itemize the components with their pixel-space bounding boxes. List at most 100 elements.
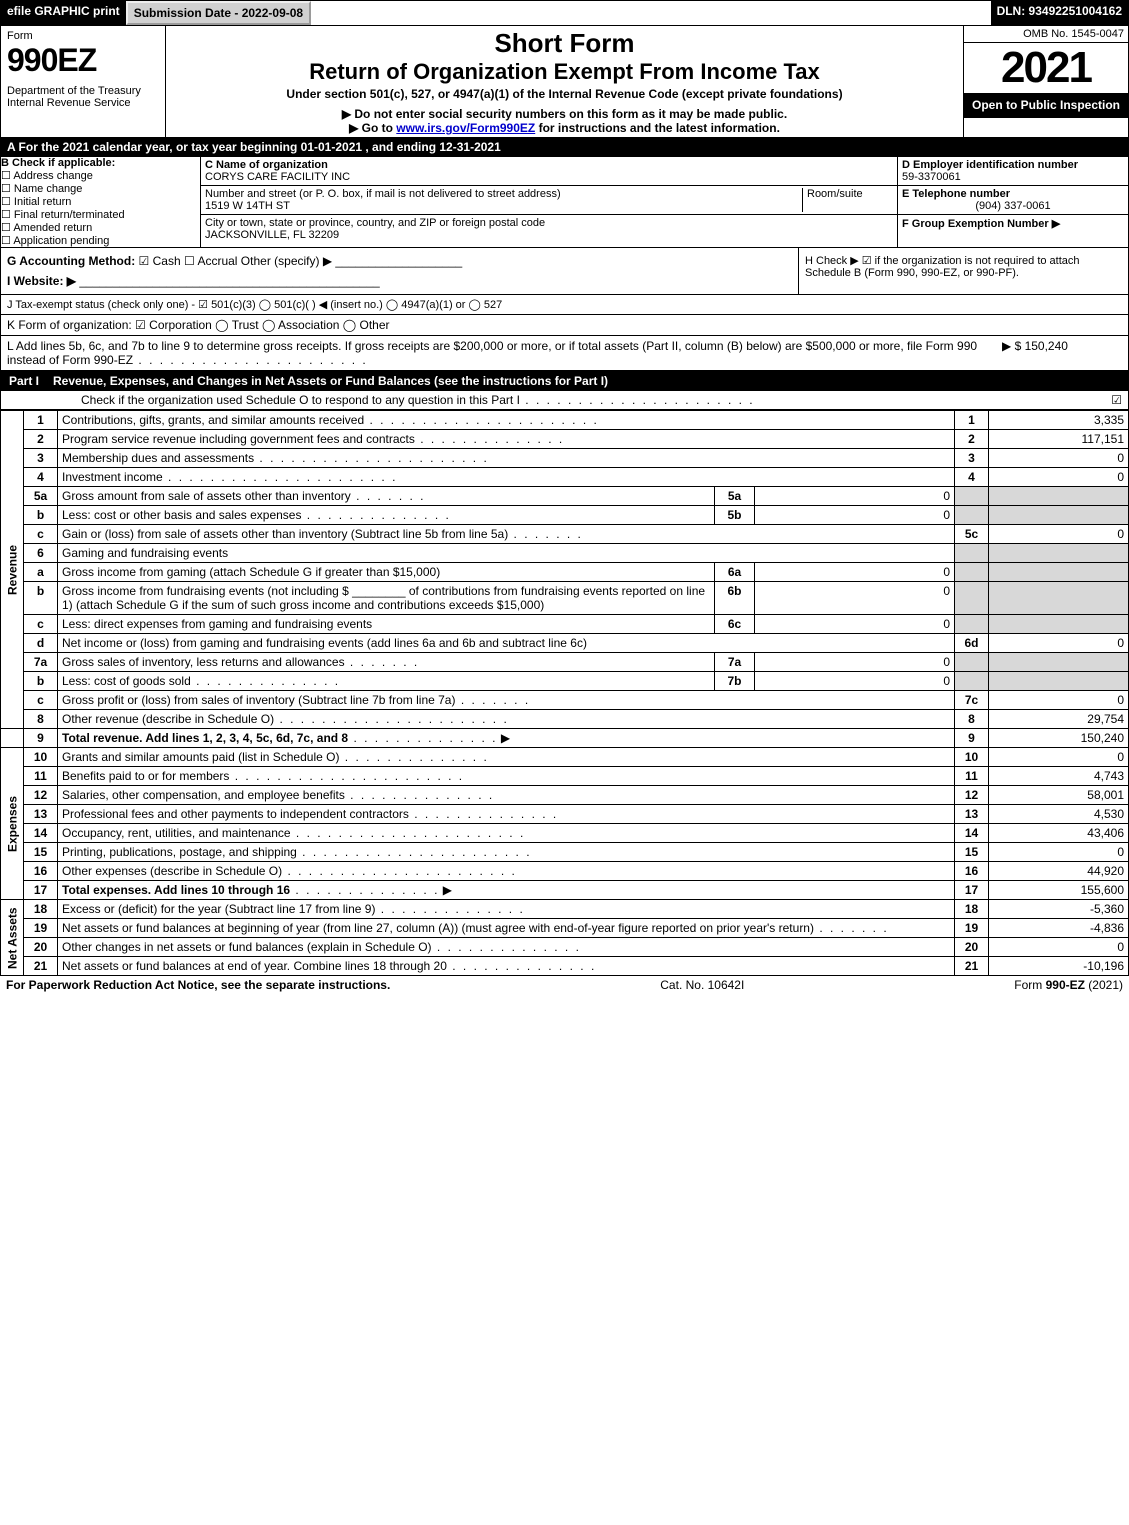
- line7c-ref: 7c: [955, 691, 989, 710]
- line1-num: 1: [24, 411, 58, 430]
- g-cash[interactable]: Cash: [139, 254, 181, 268]
- line6b-sn: 6b: [715, 582, 755, 615]
- part1-checkbox[interactable]: ☑: [1102, 393, 1122, 407]
- line13-ref: 13: [955, 805, 989, 824]
- line21-ref: 21: [955, 957, 989, 976]
- line19-ref: 19: [955, 919, 989, 938]
- goto-pre: ▶ Go to: [349, 121, 396, 135]
- line19-val: -4,836: [989, 919, 1129, 938]
- line15-val: 0: [989, 843, 1129, 862]
- line6d-val: 0: [989, 634, 1129, 653]
- form-header: Form 990EZ Department of the Treasury In…: [0, 26, 1129, 137]
- vlabel-expenses: Expenses: [1, 748, 24, 900]
- line8-val: 29,754: [989, 710, 1129, 729]
- footer-catno: Cat. No. 10642I: [660, 978, 744, 992]
- line3-val: 0: [989, 449, 1129, 468]
- chk-address-change[interactable]: Address change: [1, 169, 200, 182]
- line14-val: 43,406: [989, 824, 1129, 843]
- line6a-sn: 6a: [715, 563, 755, 582]
- chk-application-pending[interactable]: Application pending: [1, 234, 200, 247]
- line20-text: Other changes in net assets or fund bala…: [62, 940, 432, 954]
- vlabel-netassets: Net Assets: [1, 900, 24, 976]
- line13-num: 13: [24, 805, 58, 824]
- line6-num: 6: [24, 544, 58, 563]
- org-name: CORYS CARE FACILITY INC: [205, 171, 350, 183]
- g-other[interactable]: Other (specify) ▶: [241, 254, 332, 268]
- part1-table: Revenue 1 Contributions, gifts, grants, …: [0, 410, 1129, 976]
- line20-val: 0: [989, 938, 1129, 957]
- line21-text: Net assets or fund balances at end of ye…: [62, 959, 447, 973]
- city-label: City or town, state or province, country…: [205, 217, 545, 229]
- g-accrual[interactable]: Accrual: [184, 254, 237, 268]
- line10-text: Grants and similar amounts paid (list in…: [62, 750, 339, 764]
- efile-label: efile GRAPHIC print: [1, 1, 126, 25]
- line18-ref: 18: [955, 900, 989, 919]
- line9-val: 150,240: [989, 729, 1129, 748]
- h-schedule-b: H Check ▶ ☑ if the organization is not r…: [798, 248, 1128, 294]
- line17-ref: 17: [955, 881, 989, 900]
- line2-val: 117,151: [989, 430, 1129, 449]
- line5c-text: Gain or (loss) from sale of assets other…: [62, 527, 508, 541]
- line17-val: 155,600: [989, 881, 1129, 900]
- c-label: C Name of organization: [205, 159, 328, 171]
- d-ein-label: D Employer identification number: [902, 159, 1078, 171]
- line11-text: Benefits paid to or for members: [62, 769, 229, 783]
- line1-val: 3,335: [989, 411, 1129, 430]
- line5a-sn: 5a: [715, 487, 755, 506]
- line5b-num: b: [24, 506, 58, 525]
- line6a-sv: 0: [755, 563, 955, 582]
- line11-ref: 11: [955, 767, 989, 786]
- line11-num: 11: [24, 767, 58, 786]
- e-phone-value: (904) 337-0061: [902, 200, 1124, 212]
- line8-num: 8: [24, 710, 58, 729]
- line21-num: 21: [24, 957, 58, 976]
- top-bar: efile GRAPHIC print Submission Date - 20…: [0, 0, 1129, 26]
- part1-check-text: Check if the organization used Schedule …: [81, 393, 1102, 407]
- line5a-text: Gross amount from sale of assets other t…: [62, 489, 351, 503]
- line19-num: 19: [24, 919, 58, 938]
- line14-ref: 14: [955, 824, 989, 843]
- l-amount: ▶ $ 150,240: [1002, 339, 1122, 367]
- street-value: 1519 W 14TH ST: [205, 200, 290, 212]
- line8-text: Other revenue (describe in Schedule O): [62, 712, 274, 726]
- line2-ref: 2: [955, 430, 989, 449]
- section-b-title: B Check if applicable:: [1, 157, 200, 169]
- line6c-sv: 0: [755, 615, 955, 634]
- line6-text: Gaming and fundraising events: [58, 544, 955, 563]
- line11-val: 4,743: [989, 767, 1129, 786]
- line12-text: Salaries, other compensation, and employ…: [62, 788, 345, 802]
- chk-name-change[interactable]: Name change: [1, 182, 200, 195]
- open-public: Open to Public Inspection: [964, 93, 1128, 118]
- line16-num: 16: [24, 862, 58, 881]
- line15-text: Printing, publications, postage, and shi…: [62, 845, 297, 859]
- line5a-sv: 0: [755, 487, 955, 506]
- line20-ref: 20: [955, 938, 989, 957]
- f-group-label: F Group Exemption Number ▶: [902, 218, 1060, 230]
- l-gross-receipts: L Add lines 5b, 6c, and 7b to line 9 to …: [0, 336, 1129, 371]
- line5c-val: 0: [989, 525, 1129, 544]
- city-value: JACKSONVILLE, FL 32209: [205, 229, 339, 241]
- page-footer: For Paperwork Reduction Act Notice, see …: [0, 976, 1129, 994]
- line6d-num: d: [24, 634, 58, 653]
- section-a-period: A For the 2021 calendar year, or tax yea…: [0, 137, 1129, 157]
- form-number: 990EZ: [7, 42, 159, 79]
- chk-final-return[interactable]: Final return/terminated: [1, 208, 200, 221]
- line6a-num: a: [24, 563, 58, 582]
- line4-ref: 4: [955, 468, 989, 487]
- street-label: Number and street (or P. O. box, if mail…: [205, 188, 561, 200]
- line6b-text1: Gross income from fundraising events (no…: [62, 584, 349, 598]
- line9-num: 9: [24, 729, 58, 748]
- line1-text: Contributions, gifts, grants, and simila…: [62, 413, 364, 427]
- line10-val: 0: [989, 748, 1129, 767]
- line5a-num: 5a: [24, 487, 58, 506]
- d-ein-value: 59-3370061: [902, 171, 961, 183]
- line10-ref: 10: [955, 748, 989, 767]
- k-form-org: K Form of organization: ☑ Corporation ◯ …: [0, 315, 1129, 336]
- footer-formref: Form 990-EZ (2021): [1014, 978, 1123, 992]
- chk-amended-return[interactable]: Amended return: [1, 221, 200, 234]
- line5c-ref: 5c: [955, 525, 989, 544]
- chk-initial-return[interactable]: Initial return: [1, 195, 200, 208]
- irs-link[interactable]: www.irs.gov/Form990EZ: [396, 121, 535, 135]
- line5c-num: c: [24, 525, 58, 544]
- vlabel-revenue: Revenue: [1, 411, 24, 729]
